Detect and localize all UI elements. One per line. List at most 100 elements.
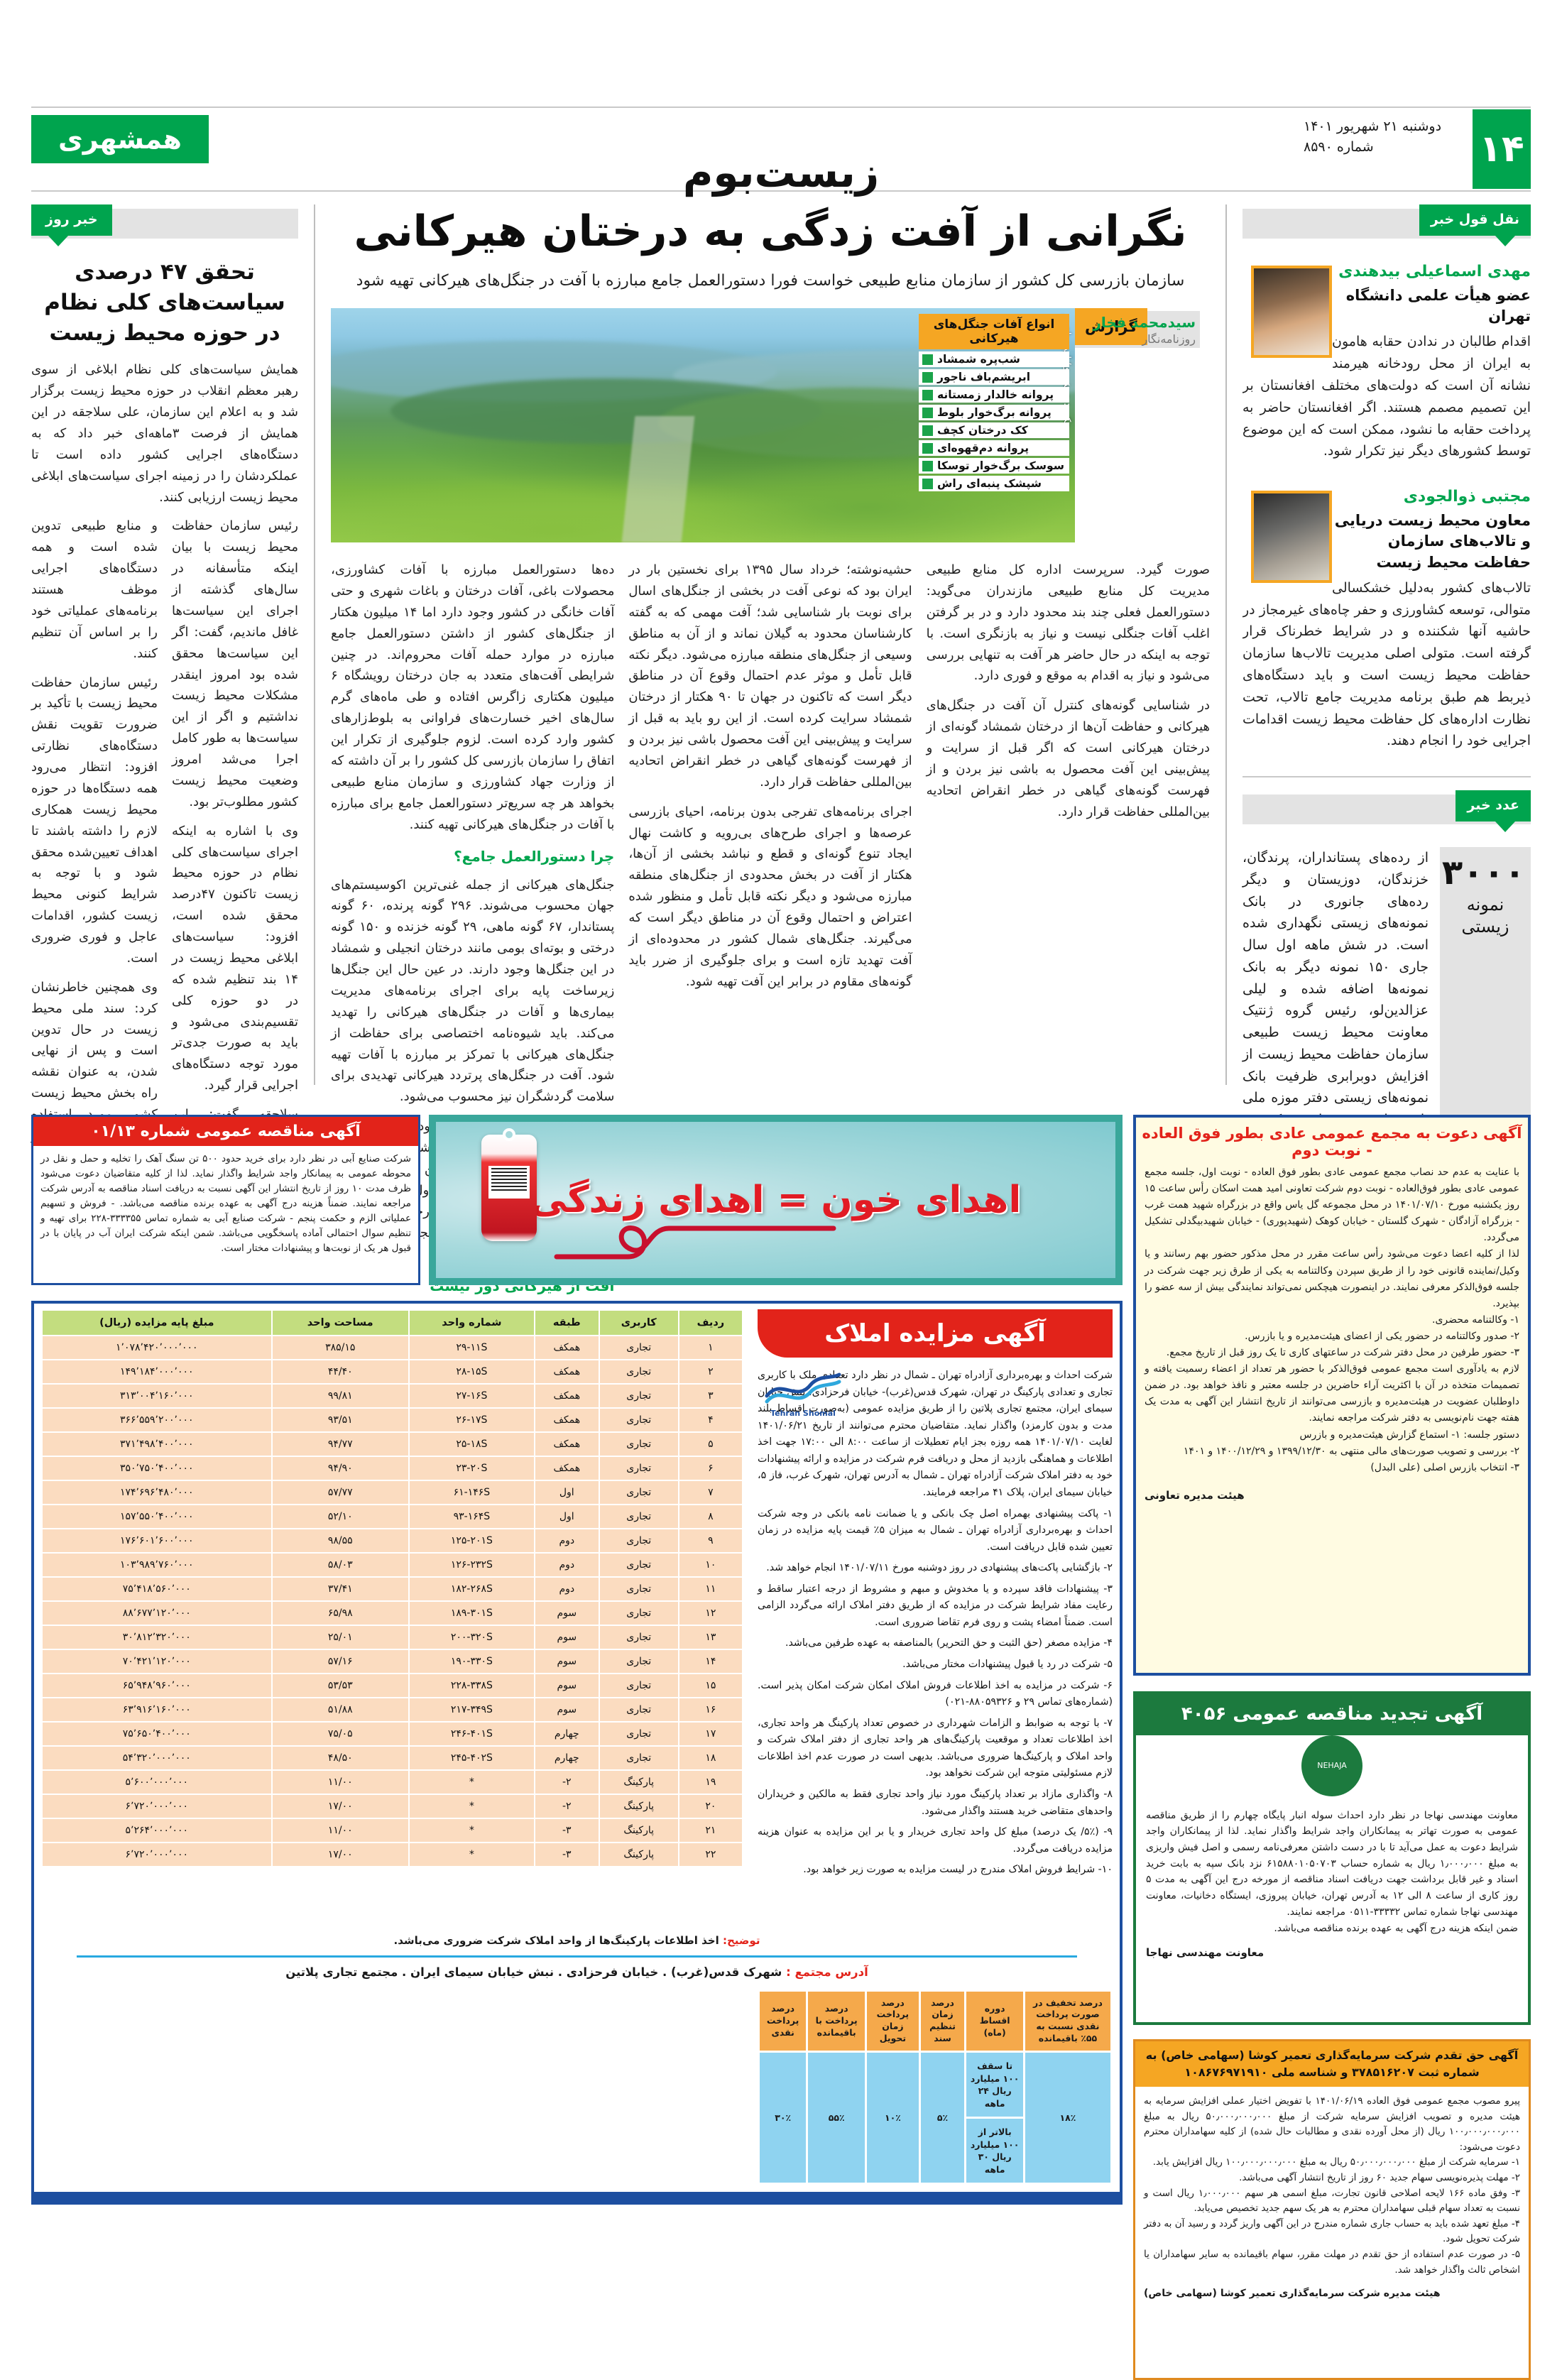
story-paragraph: جنگل‌های هیرکانی از جمله غنی‌ترین اکوسیس… xyxy=(331,877,615,1105)
table-cell-1: تجاری xyxy=(599,1747,678,1769)
table-cell-1: پارکینگ xyxy=(599,1819,678,1842)
estate-address-label: آدرس مجتمع : xyxy=(786,1965,868,1980)
table-cell-3: ۲۳-۲۰S xyxy=(409,1457,534,1480)
table-cell-4: ۶۵/۹۸ xyxy=(272,1602,408,1625)
quote-text: اقدام طالبان در ندادن حقابه هامون به ایر… xyxy=(1242,334,1531,459)
table-cell-3: ۶۱-۱۴۶S xyxy=(409,1481,534,1504)
table-cell-4: ۵۳/۵۳ xyxy=(272,1674,408,1697)
col-radif: ردیف xyxy=(679,1311,742,1335)
table-cell-1: تجاری xyxy=(599,1433,678,1456)
stat-text: از رده‌های پستانداران، پرندگان، خزندگان،… xyxy=(1242,850,1429,1150)
story-paragraph: اجرای برنامه‌های تفرجی بدون برنامه، احیا… xyxy=(628,804,912,989)
photo-row: گزارش سیدمحمد فخار روزنامه‌نگار عکس: همش… xyxy=(331,308,1210,542)
table-row: بالاتر از ۱۰۰ میلیارد ریال ۳۰ ماهه xyxy=(760,2119,1110,2183)
table-cell-5: ۷۰٬۴۲۱٬۱۲۰٬۰۰۰ xyxy=(43,1650,271,1673)
table-cell-2: همکف xyxy=(535,1457,599,1480)
news-number-header: عدد خبر xyxy=(1242,790,1531,833)
table-row: ۱۳ تجاری سوم ۲۰۰-۳۲۰S ۲۵/۰۱ ۳۰٬۸۱۲٬۳۲۰٬۰۰۰ xyxy=(43,1626,742,1649)
table-cell-0: ۱۰ xyxy=(679,1554,742,1576)
table-cell-3: ۱۲۶-۲۳۲S xyxy=(409,1554,534,1576)
table-cell-2: اول xyxy=(535,1505,599,1528)
table-row: ۱۲ تجاری سوم ۱۸۹-۳۰۱S ۶۵/۹۸ ۸۸٬۶۷۷٬۱۲۰٬۰۰۰ xyxy=(43,1602,742,1625)
blood-donation-banner[interactable]: اهدای خون = اهدای زندگی xyxy=(429,1115,1123,1285)
table-cell-3: ۲۸-۱۵S xyxy=(409,1360,534,1383)
table-cell-3: ۱۲۵-۲۰۱S xyxy=(409,1529,534,1552)
stat-item: ۳۰۰۰ نمونه زیستی از رده‌های پستانداران، … xyxy=(1242,847,1531,1153)
estate-paragraph: ۱۰- شرایط فروش املاک مندرج در لیست مزاید… xyxy=(803,1864,1113,1876)
stat-value: ۳۰۰۰ xyxy=(1441,853,1526,893)
table-cell-1: پارکینگ xyxy=(599,1795,678,1818)
rights-offering-body: پیرو مصوب مجمع عمومی فوق العاده ۱۴۰۱/۰۶/… xyxy=(1144,2095,1520,2276)
table-cell-5: ۳۱۳٬۰۰۴٬۱۶۰٬۰۰۰ xyxy=(43,1385,271,1407)
estate-paragraph: ۷- با توجه به ضوابط و الزامات شهرداری در… xyxy=(758,1717,1113,1779)
rights-offering-ad[interactable]: آگهی حق تقدم شرکت سرمایه‌گذاری تعمیر کوش… xyxy=(1133,2039,1531,2380)
legend-swatch-icon xyxy=(922,354,933,365)
table-cell-1: تجاری xyxy=(599,1481,678,1504)
legend-swatch-icon xyxy=(922,407,933,418)
table-cell-3: ۲۶-۱۷S xyxy=(409,1409,534,1431)
table-cell-3: ۲۹-۱۱S xyxy=(409,1336,534,1359)
table-cell-0: ۱۷ xyxy=(679,1723,742,1745)
page-number: ۱۴ xyxy=(1473,109,1531,189)
pest-legend: انواع آفات جنگل‌های هیرکانی شب‌پره شمشاد… xyxy=(919,314,1069,491)
legend-swatch-icon xyxy=(922,371,933,383)
table-cell-2: همکف xyxy=(535,1385,599,1407)
quote-author-name: مهدی اسماعیلی بیدهندی xyxy=(1338,263,1531,280)
table-cell-0: ۹ xyxy=(679,1529,742,1552)
rail-divider xyxy=(1242,776,1531,778)
legend-label: کک درختان کچف xyxy=(937,424,1028,437)
table-cell-3: * xyxy=(409,1795,534,1818)
tender-renewal-ad[interactable]: آگهی تجدید مناقصه عمومی ۴۰۵۶ NEHAJA معاو… xyxy=(1133,1691,1531,2025)
table-cell-1: تجاری xyxy=(599,1578,678,1600)
table-cell-3: ۲۰۰-۳۲۰S xyxy=(409,1626,534,1649)
legend-item: پروانه دم‌قهوه‌ای xyxy=(919,440,1069,456)
story-paragraph: ده‌ها دستورالعمل مبارزه با آفات کشاورزی،… xyxy=(331,562,615,832)
avatar xyxy=(1251,266,1332,358)
estate-paragraph: شرکت احداث و بهره‌برداری آزادراه تهران ـ… xyxy=(758,1370,1113,1498)
table-cell-4: ۳۷/۴۱ xyxy=(272,1578,408,1600)
table-cell-0: ۱۵ xyxy=(679,1674,742,1697)
table-cell-2: سوم xyxy=(535,1650,599,1673)
table-cell-1: تجاری xyxy=(599,1674,678,1697)
quote-text: تالاب‌های کشور به‌دلیل خشکسالی متوالی، ت… xyxy=(1242,579,1531,749)
legend-swatch-icon xyxy=(922,460,933,471)
table-cell-5: ۱۷۴٬۶۹۶٬۴۸۰٬۰۰۰ xyxy=(43,1481,271,1504)
table-row: ۴ تجاری همکف ۲۶-۱۷S ۹۳/۵۱ ۳۶۶٬۵۵۹٬۲۰۰٬۰۰۰ xyxy=(43,1409,742,1431)
stat-badge: ۳۰۰۰ نمونه زیستی xyxy=(1440,847,1531,1153)
main-story: نگرانی از آفت زدگی به درختان هیرکانی ساز… xyxy=(315,204,1225,1343)
estate-paragraph: ۳- پیشنهادات فاقد سپرده و یا مخدوش و مبه… xyxy=(758,1583,1113,1628)
masthead-date-block: دوشنبه ۲۱ شهریور ۱۴۰۱ شماره ۸۵۹۰ xyxy=(1304,116,1460,157)
table-cell-2: سوم xyxy=(535,1674,599,1697)
col-unit-area: مساحت واحد xyxy=(272,1311,408,1335)
legend-item: شپشک پنبه‌ای راش xyxy=(919,476,1069,491)
table-cell-2: ۲- xyxy=(535,1795,599,1818)
daily-news-paragraph: رئیس سازمان حفاظت محیط زیست با بیان اینک… xyxy=(172,518,298,809)
table-row: ۱۰ تجاری دوم ۱۲۶-۲۳۲S ۵۸/۰۳ ۱۰۳٬۹۸۹٬۷۶۰٬۰۰۰ xyxy=(43,1554,742,1576)
cell-cash: ۳۰٪ xyxy=(760,2053,807,2183)
table-cell-5: ۵٬۶۰۰٬۰۰۰٬۰۰۰ xyxy=(43,1771,271,1794)
blood-banner-inner: اهدای خون = اهدای زندگی xyxy=(436,1122,1115,1278)
right-rail: نقل قول خبر مهدی اسماعیلی بیدهندی عضو هی… xyxy=(1225,204,1531,1458)
table-cell-3: ۲۴۶-۴۰۱S xyxy=(409,1723,534,1745)
table-cell-1: تجاری xyxy=(599,1602,678,1625)
estate-auction-ad[interactable]: آگهی مزایده املاک Tehran Shomal شرکت احد… xyxy=(31,1301,1123,2205)
tender-renewal-body: معاونت مهندسی نهاجا در نظر دارد احداث سو… xyxy=(1146,1809,1518,1934)
assembly-title: آگهی دعوت به مجمع عمومی عادی بطور فوق ال… xyxy=(1142,1125,1522,1159)
byline-tag: گزارش xyxy=(1075,308,1147,345)
col-unit-number: شماره واحد xyxy=(409,1311,534,1335)
table-cell-5: ۳۵۰٬۷۵۰٬۴۰۰٬۰۰۰ xyxy=(43,1457,271,1480)
estate-footer-bar xyxy=(34,2192,1120,2202)
newspaper-page: ۱۴ دوشنبه ۲۱ شهریور ۱۴۰۱ شماره ۸۵۹۰ زیست… xyxy=(31,107,1531,2380)
table-cell-4: ۵۸/۰۳ xyxy=(272,1554,408,1576)
estate-auction-badge: آگهی مزایده املاک xyxy=(758,1309,1113,1358)
tender-renewal-title: آگهی تجدید مناقصه عمومی ۴۰۵۶ xyxy=(1136,1694,1528,1735)
table-header-row: ردیف کاربری طبقه شماره واحد مساحت واحد م… xyxy=(43,1311,742,1335)
legend-item: ابریشم‌باف ناجور xyxy=(919,369,1069,385)
table-cell-1: تجاری xyxy=(599,1650,678,1673)
table-cell-5: ۱۴۹٬۱۸۴٬۰۰۰٬۰۰۰ xyxy=(43,1360,271,1383)
table-cell-2: سوم xyxy=(535,1698,599,1721)
estate-address-text: شهرک قدس(غرب) . خیابان فرحزادی . نبش خیا… xyxy=(285,1965,782,1980)
legend-title: انواع آفات جنگل‌های هیرکانی xyxy=(919,314,1069,349)
tender-notice-ad[interactable]: آگهی مناقصه عمومی شماره ۰۱/۱۳ شرکت صنایع… xyxy=(31,1115,420,1285)
assembly-invitation-ad[interactable]: آگهی دعوت به مجمع عمومی عادی بطور فوق ال… xyxy=(1133,1115,1531,1676)
